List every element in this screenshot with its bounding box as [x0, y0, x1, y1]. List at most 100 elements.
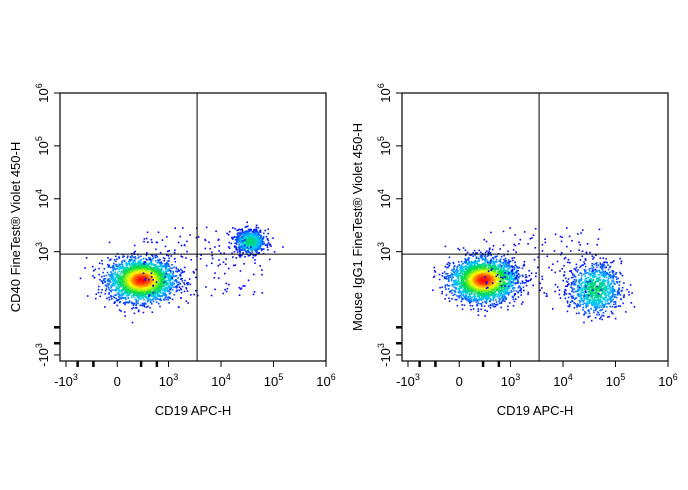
event-dot	[238, 294, 241, 296]
event-dot	[254, 249, 257, 252]
event-dot	[137, 302, 139, 305]
event-dot	[130, 267, 132, 269]
event-dot	[453, 271, 455, 273]
event-dot	[144, 277, 147, 280]
event-dot	[145, 275, 147, 277]
event-dot	[244, 239, 246, 241]
event-dot	[163, 281, 166, 283]
event-dot	[211, 257, 214, 260]
event-dot	[123, 287, 126, 289]
event-dot	[147, 295, 150, 297]
event-dot	[137, 285, 140, 287]
plot-frame	[59, 92, 327, 362]
event-dot	[510, 289, 512, 292]
event-dot	[252, 256, 254, 259]
event-dot	[244, 255, 246, 258]
event-dot	[144, 288, 147, 291]
event-dot	[459, 274, 462, 277]
event-dot	[491, 264, 494, 267]
event-dot	[473, 272, 476, 274]
event-dot	[447, 285, 449, 287]
event-dot	[475, 298, 478, 300]
event-dot	[461, 268, 463, 270]
event-dot	[461, 266, 464, 268]
event-dot	[467, 273, 469, 275]
event-dot	[116, 258, 118, 260]
event-dot	[246, 236, 248, 239]
event-dot	[235, 257, 238, 259]
event-dot	[127, 275, 129, 277]
event-dot	[516, 266, 518, 269]
event-dot	[226, 287, 229, 290]
event-dot	[167, 268, 169, 270]
event-dot	[491, 259, 493, 262]
event-dot	[479, 265, 482, 268]
event-dot	[116, 300, 118, 302]
event-dot	[144, 283, 147, 286]
event-dot	[161, 281, 163, 283]
event-dot	[107, 280, 110, 282]
event-dot	[127, 268, 130, 271]
event-dot	[142, 297, 144, 299]
event-dot	[509, 280, 511, 282]
event-dot	[480, 303, 483, 305]
event-dot	[160, 288, 163, 290]
event-dot	[114, 273, 117, 275]
event-dot	[140, 276, 142, 279]
event-dot	[109, 274, 111, 277]
event-dot	[180, 268, 182, 271]
event-dot	[159, 272, 161, 275]
event-dot	[522, 275, 524, 277]
event-dot	[116, 276, 118, 278]
event-dot	[138, 260, 141, 263]
event-dot	[163, 271, 165, 274]
event-dot	[182, 227, 184, 229]
event-dot	[94, 297, 97, 300]
event-dot	[154, 278, 157, 280]
event-dot	[488, 264, 490, 266]
event-dot	[160, 279, 162, 282]
event-dot	[148, 256, 150, 259]
event-dot	[238, 286, 241, 289]
event-dot	[131, 321, 134, 324]
event-dot	[514, 271, 517, 273]
event-dot	[267, 239, 270, 242]
event-dot	[171, 298, 174, 301]
event-dot	[132, 268, 135, 270]
event-dot	[516, 271, 518, 273]
event-dot	[261, 292, 264, 294]
event-dot	[258, 239, 261, 241]
event-dot	[149, 290, 152, 293]
event-dot	[492, 258, 495, 260]
event-dot	[252, 234, 254, 236]
event-dot	[104, 289, 107, 292]
event-dot	[458, 288, 461, 290]
event-dot	[466, 292, 469, 294]
event-dot	[102, 279, 105, 282]
event-dot	[143, 284, 146, 287]
event-dot	[161, 272, 163, 274]
event-dot	[147, 288, 150, 291]
event-dot	[253, 254, 255, 257]
event-dot	[151, 241, 153, 244]
event-dot	[211, 251, 213, 254]
event-dot	[110, 296, 113, 298]
event-dot	[149, 258, 151, 261]
event-dot	[138, 256, 140, 258]
event-dot	[146, 291, 149, 294]
event-dot	[190, 259, 192, 261]
event-dot	[250, 246, 252, 249]
event-dot	[138, 272, 140, 275]
event-dot	[165, 284, 168, 287]
event-dot	[117, 298, 119, 301]
event-dot	[131, 262, 134, 264]
event-dot	[237, 246, 240, 249]
event-dot	[149, 277, 151, 279]
event-dot	[113, 281, 115, 284]
event-dot	[143, 265, 146, 268]
event-dot	[148, 286, 150, 288]
event-dot	[130, 289, 133, 291]
event-dot	[245, 242, 247, 244]
event-dot	[253, 228, 256, 231]
event-dot	[251, 244, 253, 247]
